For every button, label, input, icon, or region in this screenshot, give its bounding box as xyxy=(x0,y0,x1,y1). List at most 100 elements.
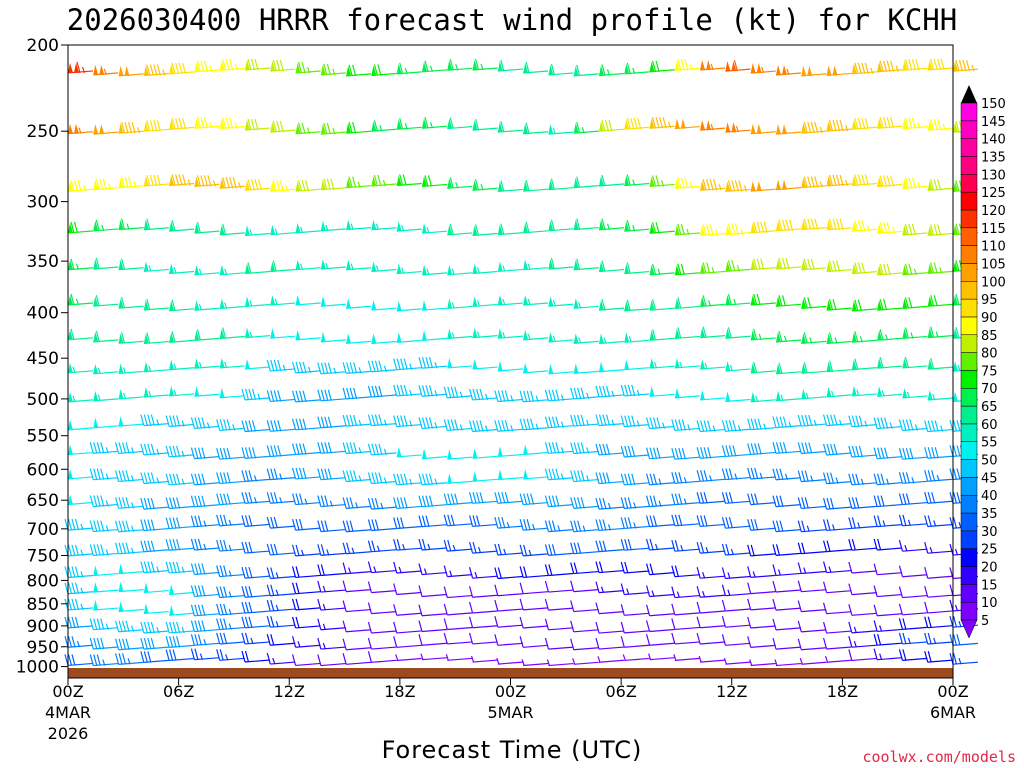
wind-barb xyxy=(544,495,574,508)
barb-half-feather xyxy=(752,571,756,578)
wind-barb xyxy=(165,539,195,551)
barb-shaft xyxy=(624,630,650,634)
barb-pennant xyxy=(93,582,99,593)
barb-feather xyxy=(526,519,531,531)
barb-pennant xyxy=(725,261,731,272)
barb-pennant xyxy=(523,468,529,479)
barb-half-feather xyxy=(404,123,408,130)
barb-feather xyxy=(652,417,658,429)
barb-pennant xyxy=(624,359,630,370)
barb-feather xyxy=(320,389,325,401)
barb-shaft xyxy=(447,548,473,552)
barb-feather xyxy=(965,59,971,72)
wind-barb xyxy=(851,331,877,343)
barb-pennant xyxy=(801,177,807,188)
wind-barb xyxy=(573,258,599,271)
barb-shaft xyxy=(346,589,372,593)
barb-feather xyxy=(244,541,250,554)
barb-shaft xyxy=(143,527,169,532)
barb-shaft xyxy=(523,501,549,506)
barb-feather xyxy=(342,542,347,554)
wind-barb xyxy=(645,585,675,598)
wind-barb xyxy=(898,540,928,552)
barb-pennant xyxy=(725,61,731,72)
barb-feather xyxy=(494,420,499,432)
wind-barb xyxy=(320,122,346,135)
barb-feather xyxy=(605,472,611,484)
barb-shaft xyxy=(573,396,599,400)
barb-feather xyxy=(570,562,575,574)
barb-feather xyxy=(801,442,806,454)
barb-half-feather xyxy=(156,626,160,634)
barb-feather xyxy=(146,120,151,132)
barb-feather xyxy=(150,637,155,650)
wind-barb xyxy=(169,299,195,312)
wind-barb xyxy=(291,544,321,557)
barb-feather xyxy=(955,260,960,272)
barb-feather xyxy=(577,387,582,400)
barb-feather xyxy=(645,585,651,597)
barb-feather xyxy=(630,118,635,130)
barb-shaft xyxy=(143,569,169,574)
barb-feather xyxy=(721,567,727,579)
wind-barb xyxy=(241,388,271,401)
barb-shaft xyxy=(194,482,220,486)
barb-feather xyxy=(933,119,938,131)
wind-barb xyxy=(772,442,802,454)
barb-pennant xyxy=(118,563,124,574)
barb-half-feather xyxy=(676,591,680,598)
wind-barb xyxy=(873,538,903,551)
barb-pennant xyxy=(422,330,427,341)
barb-shaft xyxy=(877,503,903,508)
wind-barb xyxy=(924,542,953,554)
barb-pennant xyxy=(953,361,958,372)
barb-feather xyxy=(257,179,263,191)
barb-feather xyxy=(216,514,221,526)
wind-barb xyxy=(67,362,94,374)
barb-feather xyxy=(775,495,781,507)
barb-feather xyxy=(702,262,707,274)
barb-feather xyxy=(320,495,325,507)
barb-feather xyxy=(728,517,734,529)
barb-feather xyxy=(927,447,932,459)
barb-half-feather xyxy=(603,337,607,344)
barb-shaft xyxy=(346,478,372,483)
barb-feather xyxy=(680,223,685,236)
colorbar-swatch xyxy=(960,102,978,122)
barb-half-feather xyxy=(710,63,714,71)
barb-feather xyxy=(272,260,277,272)
barb-feather xyxy=(779,468,784,480)
barb-feather xyxy=(421,385,427,397)
barb-pennant xyxy=(245,180,250,191)
barb-pennant xyxy=(497,61,503,72)
barb-feather xyxy=(826,519,831,531)
barb-shaft xyxy=(371,480,397,485)
barb-half-feather xyxy=(718,184,722,191)
barb-feather xyxy=(291,493,297,505)
barb-shaft xyxy=(674,574,700,578)
wind-barb xyxy=(169,219,195,232)
barb-shaft xyxy=(826,549,852,553)
barb-shaft xyxy=(725,624,751,628)
barb-feather xyxy=(190,648,196,660)
barb-feather xyxy=(671,514,676,526)
barb-shaft xyxy=(396,657,422,662)
wind-barb xyxy=(851,299,877,312)
wind-barb xyxy=(750,221,776,234)
wind-barb xyxy=(595,621,625,634)
wind-barb xyxy=(194,60,220,73)
barb-pennant xyxy=(700,225,706,236)
barb-shaft xyxy=(194,613,220,617)
barb-feather xyxy=(353,387,358,400)
wind-barb xyxy=(418,495,448,508)
barb-feather xyxy=(779,416,784,428)
barb-feather xyxy=(804,497,809,509)
wind-barb xyxy=(822,472,852,485)
barb-feather xyxy=(576,258,581,270)
barb-feather xyxy=(548,442,553,454)
barb-shaft xyxy=(194,524,220,528)
barb-feather xyxy=(171,331,176,343)
wind-barb xyxy=(219,357,245,369)
barb-feather xyxy=(244,616,250,628)
barb-feather xyxy=(772,618,777,631)
